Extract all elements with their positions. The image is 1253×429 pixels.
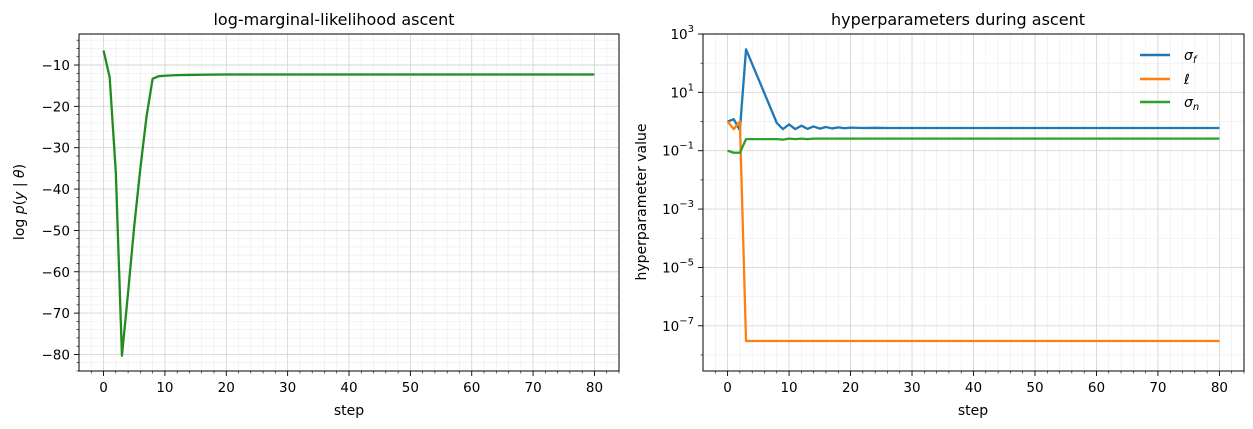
y-tick-label: −80: [42, 347, 71, 363]
x-tick-label: 80: [586, 380, 603, 396]
y-tick-label: 10−1: [662, 141, 694, 160]
x-tick-label: 60: [1088, 380, 1105, 396]
y-tick-label: −50: [42, 223, 71, 239]
y-tick-label: −30: [42, 141, 71, 157]
x-tick-label: 80: [1211, 380, 1228, 396]
chart-title: hyperparameters during ascent: [831, 10, 1085, 29]
x-tick-label: 60: [463, 380, 480, 396]
y-tick-label: −70: [42, 306, 71, 322]
series-line-3: [727, 137, 1220, 154]
x-tick-label: 40: [965, 380, 982, 396]
x-tick-label: 30: [279, 380, 296, 396]
tick-layer: 10−7 10−5 10−3 10−1 101 103 0 10 20 30 40 50 60 70 80: [662, 24, 1245, 396]
y-tick-label: −10: [42, 58, 71, 74]
legend-label: σn: [1184, 95, 1199, 113]
series-layer: [726, 48, 1220, 343]
tick-layer: −80 −70 −60 −50 −40 −30 −20 −10 0 10 20 30 40 50 60 70 8…: [42, 39, 620, 396]
x-tick-label: 0: [99, 380, 108, 396]
legend-label: σf: [1184, 48, 1198, 66]
x-tick-label: 10: [780, 380, 797, 396]
x-tick-label: 40: [340, 380, 357, 396]
series-line-1: [102, 50, 595, 357]
x-tick-label: 50: [402, 380, 419, 396]
panel-hyperparameters: hyperparameters during ascent 10−710−510…: [634, 10, 1245, 419]
x-tick-label: 70: [524, 380, 541, 396]
legend-item-sigma-n: σn: [1140, 95, 1199, 113]
legend-label: ℓ: [1183, 72, 1190, 88]
series-line-2: [726, 120, 1220, 343]
x-axis-label: step: [958, 403, 988, 419]
grid: [703, 33, 1245, 371]
y-tick-label: −60: [42, 265, 71, 281]
x-tick-label: 10: [156, 380, 173, 396]
y-axis-label: hyperparameter value: [634, 123, 650, 280]
series-line-1: [727, 48, 1220, 132]
x-tick-label: 70: [1149, 380, 1166, 396]
x-tick-label: 20: [842, 380, 859, 396]
series-layer: [102, 50, 595, 357]
x-axis-label: step: [334, 403, 364, 419]
legend: σf ℓ σn: [1140, 48, 1199, 113]
y-tick-label: 10−5: [662, 257, 694, 276]
x-tick-label: 0: [723, 380, 732, 396]
y-tick-label: −20: [42, 99, 71, 115]
x-tick-label: 30: [903, 380, 920, 396]
y-tick-label: −40: [42, 182, 71, 198]
chart-title: log-marginal-likelihood ascent: [213, 10, 454, 29]
x-tick-label: 20: [218, 380, 235, 396]
y-tick-label: 10−7: [662, 316, 694, 335]
y-tick-label: 101: [670, 82, 694, 101]
y-tick-label: 10−3: [662, 199, 694, 218]
grid: [79, 34, 620, 372]
y-axis-label: log p(y | θ): [12, 164, 28, 240]
y-tick-label: 103: [670, 24, 694, 43]
legend-item-ell: ℓ: [1140, 72, 1190, 88]
x-tick-label: 50: [1026, 380, 1043, 396]
panel-log-marginal-likelihood: log-marginal-likelihood ascent −80 −70 −60…: [12, 10, 620, 419]
